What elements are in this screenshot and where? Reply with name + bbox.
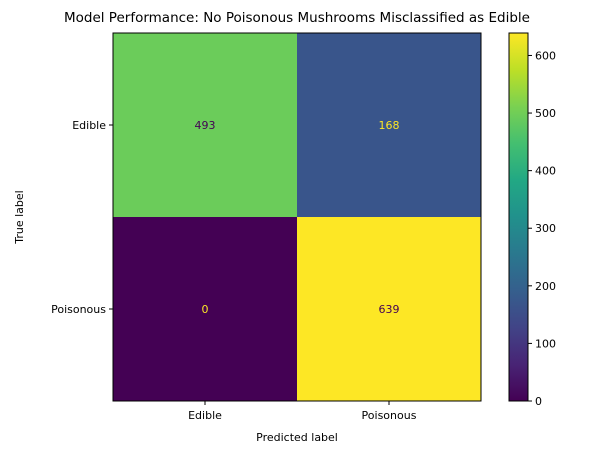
colorbar-tick-label: 100: [535, 337, 556, 350]
plot-frame: [112, 32, 482, 402]
y-tick-label: Edible: [72, 119, 106, 132]
chart-title: Model Performance: No Poisonous Mushroom…: [64, 10, 530, 26]
colorbar-tick-label: 300: [535, 222, 556, 235]
cell-value-label: 493: [195, 119, 216, 132]
cell-value-label: 0: [202, 303, 209, 316]
colorbar-tick-label: 500: [535, 107, 556, 120]
y-axis-label: True label: [13, 190, 26, 244]
colorbar-tick-label: 400: [535, 165, 556, 178]
cell-value-label: 639: [379, 303, 400, 316]
heatmap-cell: [113, 217, 297, 401]
x-axis-ticks: Edible Poisonous: [188, 401, 417, 422]
cell-value-label: 168: [379, 119, 400, 132]
y-axis-ticks: Edible Poisonous: [51, 119, 113, 316]
colorbar-ticks: 0 100 200 300 400 500 600: [528, 49, 556, 408]
heatmap-cell: [113, 33, 297, 217]
heatmap-cells: [113, 33, 481, 401]
heatmap-cell: [297, 217, 481, 401]
x-tick-label: Edible: [188, 409, 222, 422]
colorbar-tick-label: 0: [535, 395, 542, 408]
colorbar-tick-label: 600: [535, 49, 556, 62]
y-tick-label: Poisonous: [51, 303, 106, 316]
x-tick-label: Poisonous: [362, 409, 417, 422]
colorbar: [508, 32, 529, 402]
heatmap-cell: [297, 33, 481, 217]
cell-value-labels: 493 168 0 639: [195, 119, 400, 316]
x-axis-label: Predicted label: [256, 431, 338, 444]
colorbar-tick-label: 200: [535, 280, 556, 293]
